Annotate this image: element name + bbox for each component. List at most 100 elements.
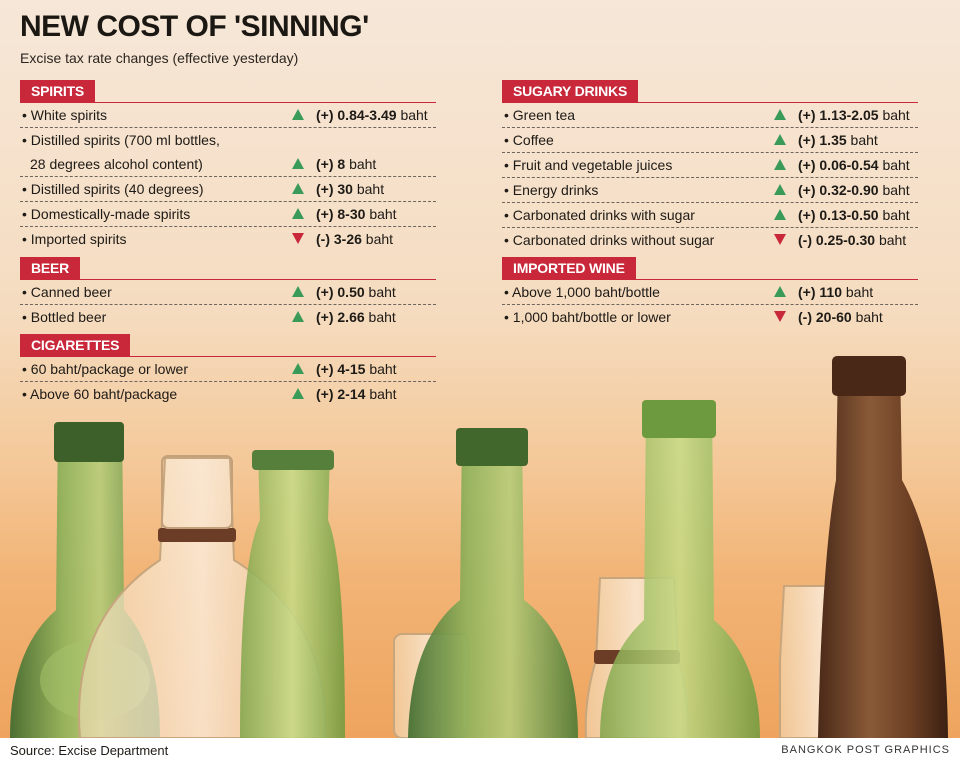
decrease-arrow-icon bbox=[292, 233, 304, 245]
section-sugary-drinks: SUGARY DRINKS • Green tea (+) 1.13-2.05 b… bbox=[502, 80, 918, 252]
unit-label: baht bbox=[850, 132, 878, 148]
item-name: • Fruit and vegetable juices bbox=[504, 157, 673, 173]
item-name: • Carbonated drinks with sugar bbox=[504, 207, 695, 223]
triangle-up-icon bbox=[292, 183, 304, 194]
graphics-credit: BANGKOK POST GRAPHICS bbox=[781, 744, 950, 756]
triangle-up-icon bbox=[292, 158, 304, 169]
change-amount: (+) 8-30 bbox=[316, 206, 366, 222]
increase-arrow-icon bbox=[774, 184, 786, 196]
triangle-up-icon bbox=[774, 134, 786, 145]
tax-change-value: (+) 0.84-3.49 baht bbox=[316, 103, 428, 127]
section-rows: • Canned beer (+) 0.50 baht • Bottled beer… bbox=[20, 280, 436, 329]
table-row: • Fruit and vegetable juices (+) 0.06-0.5… bbox=[502, 153, 918, 178]
triangle-up-icon bbox=[774, 159, 786, 170]
tax-change-value: (+) 0.13-0.50 baht bbox=[798, 203, 910, 227]
triangle-up-icon bbox=[292, 109, 304, 120]
section-rows: • White spirits (+) 0.84-3.49 baht • Disti… bbox=[20, 103, 436, 251]
increase-arrow-icon bbox=[292, 286, 304, 298]
triangle-down-icon bbox=[292, 233, 304, 244]
change-amount: (+) 8 bbox=[316, 156, 346, 172]
tax-change-value: (+) 30 baht bbox=[316, 177, 384, 201]
unit-label: baht bbox=[356, 181, 385, 197]
item-name: • Above 1,000 baht/bottle bbox=[504, 284, 660, 300]
increase-arrow-icon bbox=[292, 158, 304, 170]
unit-label: baht bbox=[878, 232, 907, 248]
triangle-up-icon bbox=[292, 208, 304, 219]
table-row: • Imported spirits (-) 3-26 baht bbox=[20, 227, 436, 251]
change-amount: (+) 30 bbox=[316, 181, 353, 197]
unit-label: baht bbox=[369, 361, 397, 377]
item-name: • Distilled spirits (700 ml bottles, bbox=[22, 132, 220, 148]
unit-label: baht bbox=[368, 309, 396, 325]
tax-change-value: (+) 8 baht bbox=[316, 152, 376, 176]
bottle-green-mid-left bbox=[240, 450, 345, 738]
section-label: IMPORTED WINE bbox=[502, 257, 636, 279]
section-header: CIGARETTES bbox=[20, 334, 436, 357]
increase-arrow-icon bbox=[292, 388, 304, 400]
table-row: • Canned beer (+) 0.50 baht bbox=[20, 280, 436, 305]
decrease-arrow-icon bbox=[774, 311, 786, 323]
tax-change-value: (+) 1.13-2.05 baht bbox=[798, 103, 910, 127]
section-beer: BEER • Canned beer (+) 0.50 baht • Bottled… bbox=[20, 257, 436, 329]
increase-arrow-icon bbox=[774, 159, 786, 171]
item-name: • White spirits bbox=[22, 107, 108, 123]
bottle-green-tall bbox=[600, 400, 760, 738]
table-row: • Carbonated drinks without sugar (-) 0.2… bbox=[502, 228, 918, 252]
change-amount: (+) 0.32-0.90 bbox=[798, 182, 879, 198]
footer: Source: Excise Department BANGKOK POST G… bbox=[0, 738, 960, 762]
change-amount: (+) 2.66 bbox=[316, 309, 365, 325]
table-row: • Energy drinks (+) 0.32-0.90 baht bbox=[502, 178, 918, 203]
triangle-up-icon bbox=[774, 286, 786, 297]
tax-change-value: (+) 2-14 baht bbox=[316, 382, 397, 406]
section-label: BEER bbox=[20, 257, 81, 279]
decrease-arrow-icon bbox=[774, 234, 786, 246]
item-name: • Green tea bbox=[504, 107, 576, 123]
section-rows: • Above 1,000 baht/bottle (+) 110 baht • 1… bbox=[502, 280, 918, 329]
bottle-green-center bbox=[408, 428, 578, 738]
item-name: • Domestically-made spirits bbox=[22, 206, 191, 222]
triangle-down-icon bbox=[774, 311, 786, 322]
item-name: • Carbonated drinks without sugar bbox=[504, 232, 715, 248]
unit-label: baht bbox=[882, 182, 910, 198]
section-header: SUGARY DRINKS bbox=[502, 80, 918, 103]
table-row: • 1,000 baht/bottle or lower (-) 20-60 ba… bbox=[502, 305, 918, 329]
triangle-up-icon bbox=[774, 184, 786, 195]
increase-arrow-icon bbox=[774, 109, 786, 121]
change-amount: (+) 2-14 bbox=[316, 386, 366, 402]
unit-label: baht bbox=[349, 156, 377, 172]
section-imported-wine: IMPORTED WINE • Above 1,000 baht/bottle (… bbox=[502, 257, 918, 329]
section-rows: • Green tea (+) 1.13-2.05 baht • Coffee (+)… bbox=[502, 103, 918, 252]
unit-label: baht bbox=[400, 107, 428, 123]
unit-label: baht bbox=[369, 206, 397, 222]
increase-arrow-icon bbox=[292, 183, 304, 195]
triangle-down-icon bbox=[774, 234, 786, 245]
increase-arrow-icon bbox=[774, 286, 786, 298]
page-title: NEW COST OF 'SINNING' bbox=[20, 10, 369, 43]
unit-label: baht bbox=[368, 284, 396, 300]
change-amount: (+) 1.13-2.05 bbox=[798, 107, 879, 123]
change-amount: (-) 0.25-0.30 bbox=[798, 232, 876, 248]
unit-label: baht bbox=[882, 107, 910, 123]
table-row: • Domestically-made spirits (+) 8-30 baht bbox=[20, 202, 436, 227]
bottle-brown bbox=[818, 356, 948, 738]
tax-change-value: (+) 8-30 baht bbox=[316, 202, 397, 226]
item-name: • Imported spirits bbox=[22, 231, 127, 247]
item-name-continued: 28 degrees alcohol content) bbox=[30, 156, 203, 172]
unit-label: baht bbox=[882, 157, 910, 173]
section-label: SPIRITS bbox=[20, 80, 96, 102]
section-rows: • 60 baht/package or lower (+) 4-15 baht •… bbox=[20, 357, 436, 406]
change-amount: (+) 0.06-0.54 bbox=[798, 157, 879, 173]
table-row: • Bottled beer (+) 2.66 baht bbox=[20, 305, 436, 329]
change-amount: (+) 0.50 bbox=[316, 284, 365, 300]
item-name: • Bottled beer bbox=[22, 309, 107, 325]
unit-label: baht bbox=[369, 386, 397, 402]
change-amount: (-) 20-60 bbox=[798, 309, 852, 325]
section-header: SPIRITS bbox=[20, 80, 436, 103]
increase-arrow-icon bbox=[774, 134, 786, 146]
page-subtitle: Excise tax rate changes (effective yeste… bbox=[20, 50, 299, 66]
section-header: IMPORTED WINE bbox=[502, 257, 918, 280]
tax-change-value: (-) 20-60 baht bbox=[798, 305, 883, 329]
tax-change-value: (-) 3-26 baht bbox=[316, 227, 393, 251]
increase-arrow-icon bbox=[292, 208, 304, 220]
triangle-up-icon bbox=[292, 286, 304, 297]
